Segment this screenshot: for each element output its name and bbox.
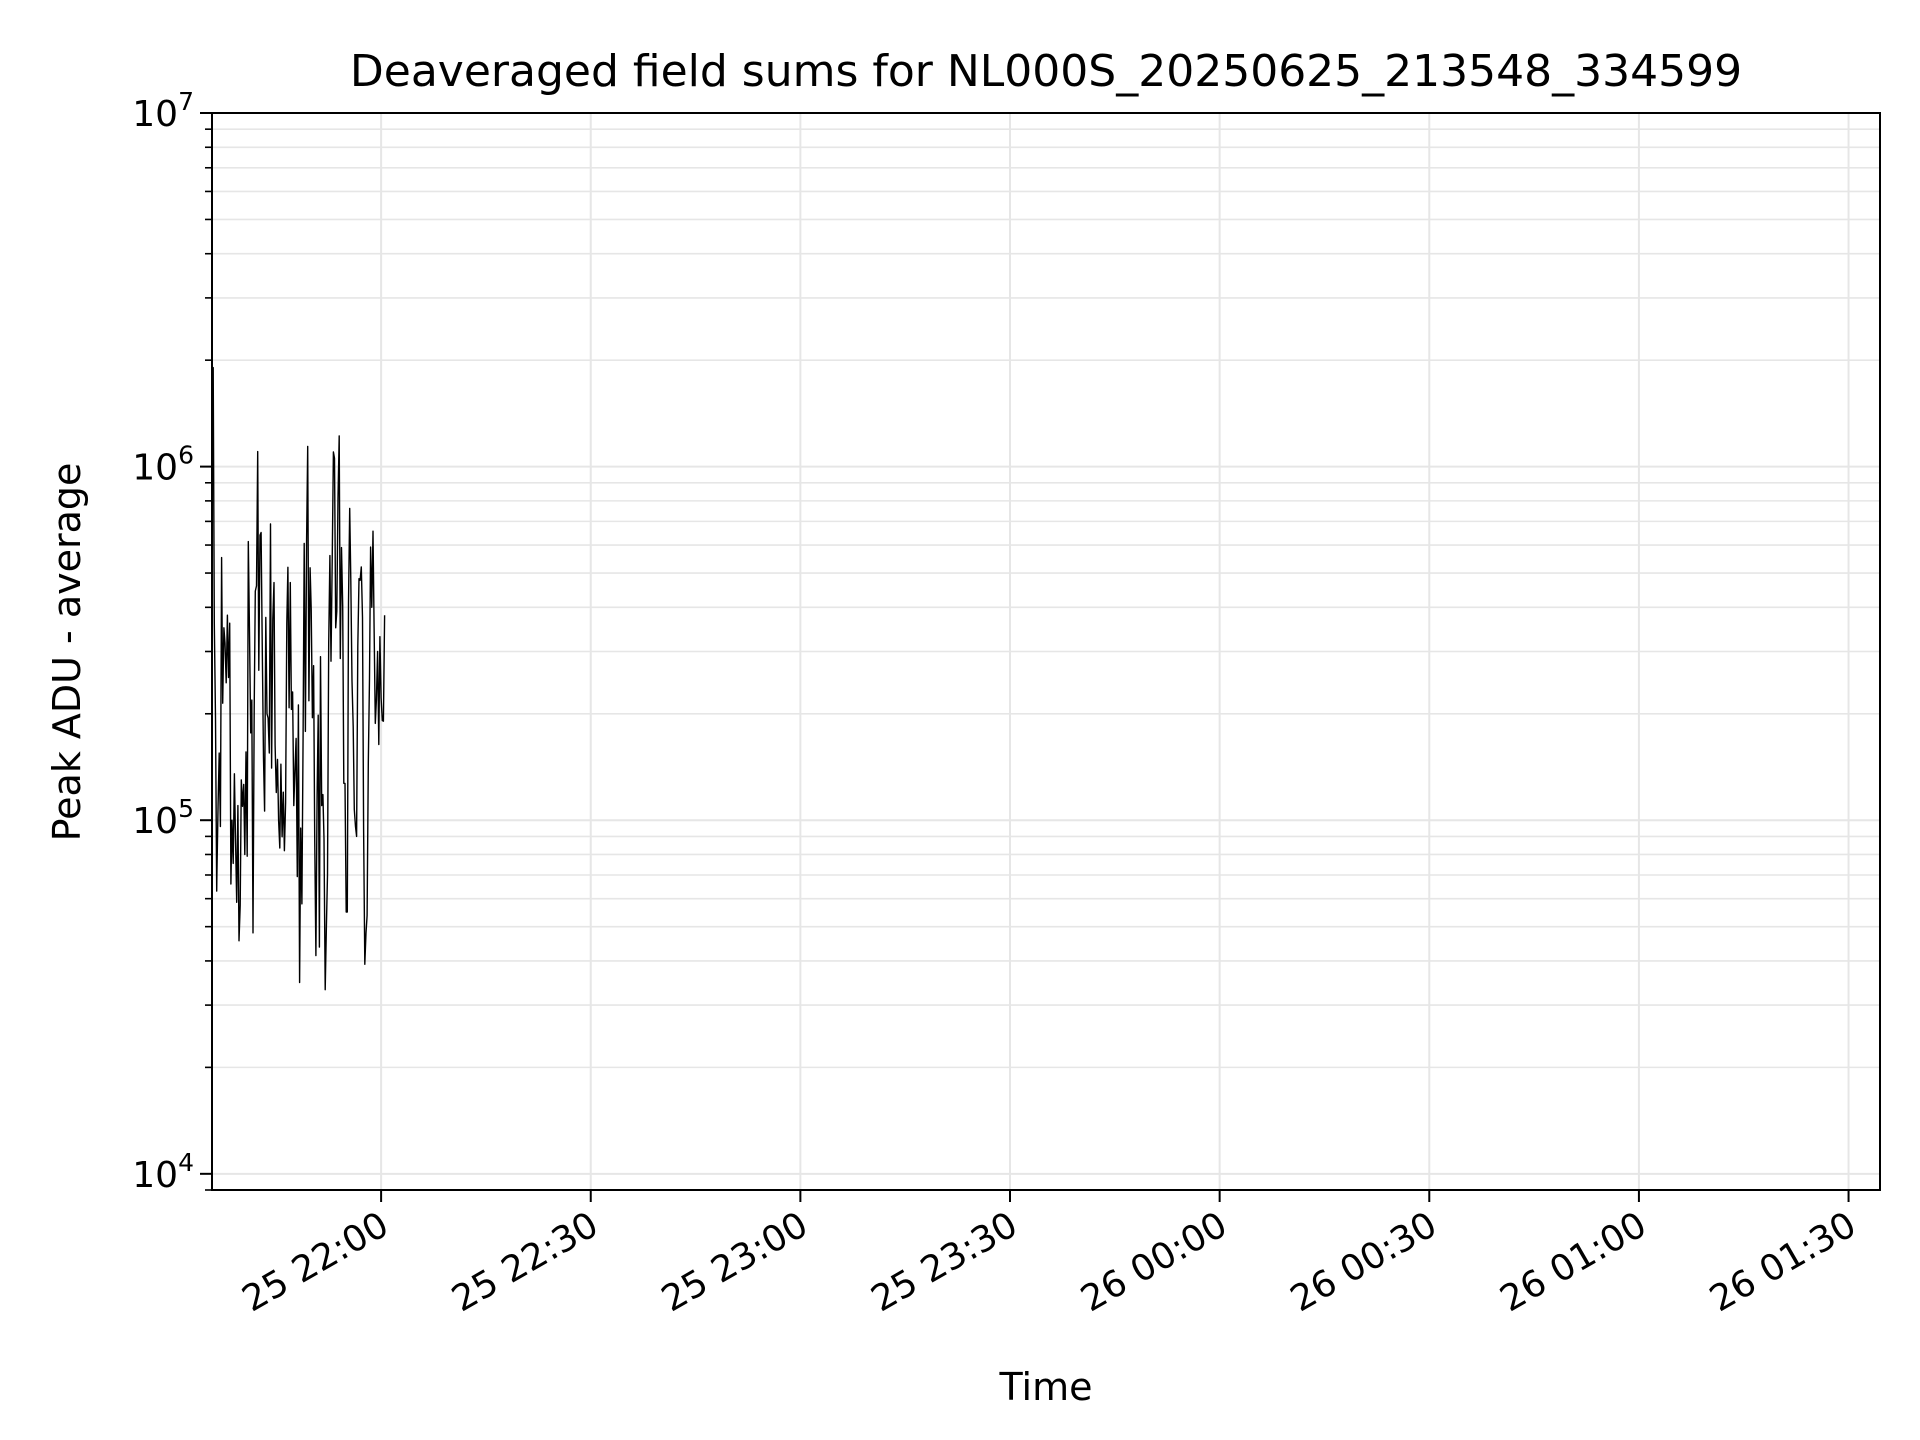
x-tick-label: 25 22:30 [445, 1204, 605, 1320]
chart-title: Deaveraged field sums for NL000S_2025062… [350, 46, 1742, 97]
x-tick-label: 25 23:00 [655, 1204, 815, 1320]
x-tick-label: 26 01:00 [1493, 1204, 1653, 1320]
x-tick-label: 26 01:30 [1703, 1204, 1863, 1320]
y-tick-label: 105 [132, 794, 194, 842]
y-axis: 104 105 106 107 [132, 87, 212, 1196]
x-tick-label: 25 22:00 [236, 1204, 396, 1320]
x-axis-label: Time [999, 1365, 1093, 1409]
y-tick-label: 107 [132, 87, 194, 135]
y-tick-label: 106 [132, 441, 194, 489]
x-tick-label: 25 23:30 [865, 1204, 1025, 1320]
grid-lines [212, 113, 1880, 1191]
x-axis: 25 22:00 25 22:30 25 23:00 25 23:30 26 00:00… [236, 1190, 1863, 1320]
x-tick-label: 26 00:30 [1284, 1204, 1444, 1320]
x-tick-label: 26 00:00 [1074, 1204, 1234, 1320]
y-axis-label: Peak ADU - average [45, 463, 89, 842]
y-tick-label: 104 [132, 1148, 194, 1196]
series-line [211, 366, 386, 991]
